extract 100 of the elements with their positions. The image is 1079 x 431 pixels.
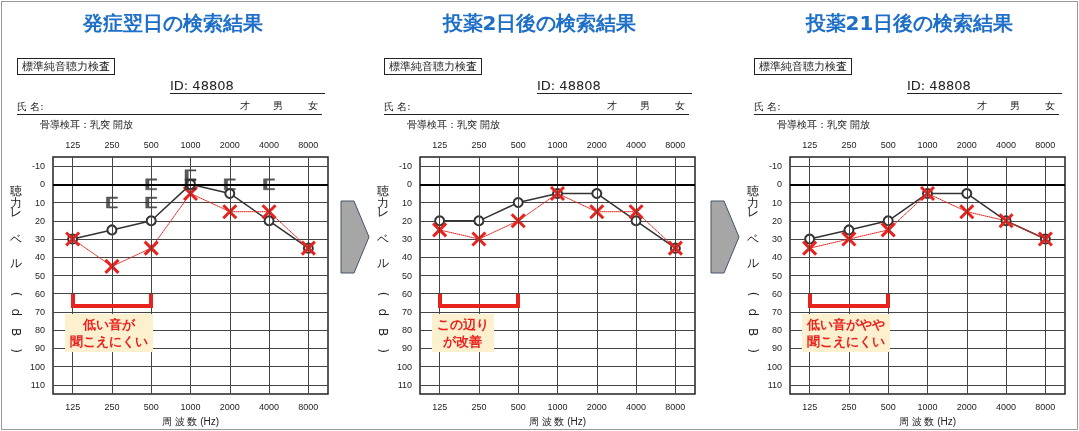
y-tick-label: -10: [768, 161, 782, 172]
text: 女: [675, 99, 685, 113]
text: ID: 48808: [907, 78, 1062, 94]
y-tick-label: 110: [767, 379, 782, 390]
x-tick-label: 4000: [626, 401, 647, 412]
category-label: 500: [880, 139, 896, 150]
category-label: 8000: [1035, 139, 1056, 150]
x-tick-label: 500: [880, 401, 896, 412]
category-label: 2000: [219, 139, 240, 150]
y-tick-label: 70: [34, 306, 45, 317]
x-tick-label: 500: [510, 401, 526, 412]
text: 才: [240, 99, 250, 113]
y-tick-label: 60: [34, 288, 45, 299]
y-tick-label: 100: [396, 361, 412, 372]
x-tick-label: 125: [65, 401, 81, 412]
category-label: 4000: [996, 139, 1017, 150]
y-tick-label: 90: [771, 343, 782, 354]
text: 才: [977, 99, 987, 113]
y-tick-label: 20: [401, 215, 412, 226]
text: 男: [273, 99, 283, 113]
text: 標準純音聴力検査: [17, 58, 115, 75]
y-tick-label: 70: [401, 306, 412, 317]
x-tick-label: 8000: [1035, 401, 1056, 412]
text: 女: [308, 99, 318, 113]
y-tick-label: 40: [401, 252, 412, 263]
y-tick-label: 50: [401, 270, 412, 281]
text: 骨導検耳：乳突 開放: [407, 118, 501, 132]
text: 女: [1045, 99, 1055, 113]
x-axis-title: 周 波 数 (Hz): [161, 415, 220, 427]
y-tick-label: 50: [34, 270, 45, 281]
y-axis-title: 聴力レベル (dB): [375, 175, 391, 368]
x-tick-label: 8000: [298, 401, 319, 412]
annotation: 聞こえにくい: [806, 333, 885, 351]
x-tick-label: 250: [471, 401, 487, 412]
y-tick-label: 90: [34, 343, 45, 354]
x-tick-label: 2000: [219, 401, 240, 412]
x-tick-label: 250: [841, 401, 857, 412]
text: 標準純音聴力検査: [754, 58, 852, 75]
category-label: 250: [841, 139, 857, 150]
y-axis-title: 聴力レベル (dB): [8, 175, 24, 368]
category-label: 2000: [586, 139, 607, 150]
category-label: 8000: [298, 139, 319, 150]
text: 骨導検耳：乳突 開放: [40, 118, 134, 132]
chart-title: 投薬21日後の検索結果: [804, 10, 1015, 37]
category-label: 500: [510, 139, 526, 150]
chart-title: 投薬2日後の検索結果: [441, 10, 638, 37]
text: 才: [607, 99, 617, 113]
category-label: 125: [65, 139, 81, 150]
y-tick-label: 0: [39, 179, 45, 190]
y-tick-label: 90: [401, 343, 412, 354]
y-tick-label: 60: [771, 288, 782, 299]
y-tick-label: 40: [34, 252, 45, 263]
text: 氏 名:: [384, 101, 411, 112]
y-tick-label: 10: [401, 197, 412, 208]
category-label: 1000: [180, 139, 201, 150]
y-tick-label: 20: [34, 215, 45, 226]
x-tick-label: 2000: [956, 401, 977, 412]
text: 骨導検耳：乳突 開放: [777, 118, 871, 132]
y-tick-label: 30: [401, 234, 412, 245]
y-tick-label: 100: [29, 361, 45, 372]
x-tick-label: 4000: [996, 401, 1017, 412]
text: 男: [1010, 99, 1020, 113]
annotation: この辺り: [436, 316, 489, 334]
x-tick-label: 1000: [917, 401, 938, 412]
y-tick-label: 100: [766, 361, 782, 372]
x-tick-label: 125: [432, 401, 448, 412]
x-axis-title: 周 波 数 (Hz): [898, 415, 957, 427]
y-tick-label: 10: [771, 197, 782, 208]
category-label: 8000: [665, 139, 686, 150]
text: 氏 名:: [17, 101, 44, 112]
y-tick-label: 0: [776, 179, 782, 190]
category-label: 2000: [956, 139, 977, 150]
text: ID: 48808: [537, 78, 692, 94]
y-tick-label: 110: [397, 379, 412, 390]
category-label: 1000: [547, 139, 568, 150]
x-tick-label: 250: [104, 401, 120, 412]
chart-title: 発症翌日の検索結果: [81, 10, 264, 37]
y-tick-label: -10: [398, 161, 412, 172]
y-axis-title: 聴力レベル (dB): [745, 175, 761, 368]
category-label: 125: [432, 139, 448, 150]
x-tick-label: 1000: [547, 401, 568, 412]
text: 標準純音聴力検査: [384, 58, 482, 75]
y-tick-label: 70: [771, 306, 782, 317]
y-tick-label: 80: [34, 325, 45, 336]
category-label: 4000: [259, 139, 280, 150]
y-tick-label: 20: [771, 215, 782, 226]
annotation: が改善: [442, 333, 484, 351]
text: 男: [640, 99, 650, 113]
y-tick-label: 80: [401, 325, 412, 336]
category-label: 4000: [626, 139, 647, 150]
category-label: 500: [143, 139, 159, 150]
annotation: 聞こえにくい: [69, 333, 148, 351]
x-tick-label: 4000: [259, 401, 280, 412]
category-label: 1000: [917, 139, 938, 150]
y-tick-label: 0: [406, 179, 412, 190]
x-tick-label: 1000: [180, 401, 201, 412]
category-label: 250: [471, 139, 487, 150]
y-tick-label: 80: [771, 325, 782, 336]
x-tick-label: 125: [802, 401, 818, 412]
y-tick-label: 10: [34, 197, 45, 208]
